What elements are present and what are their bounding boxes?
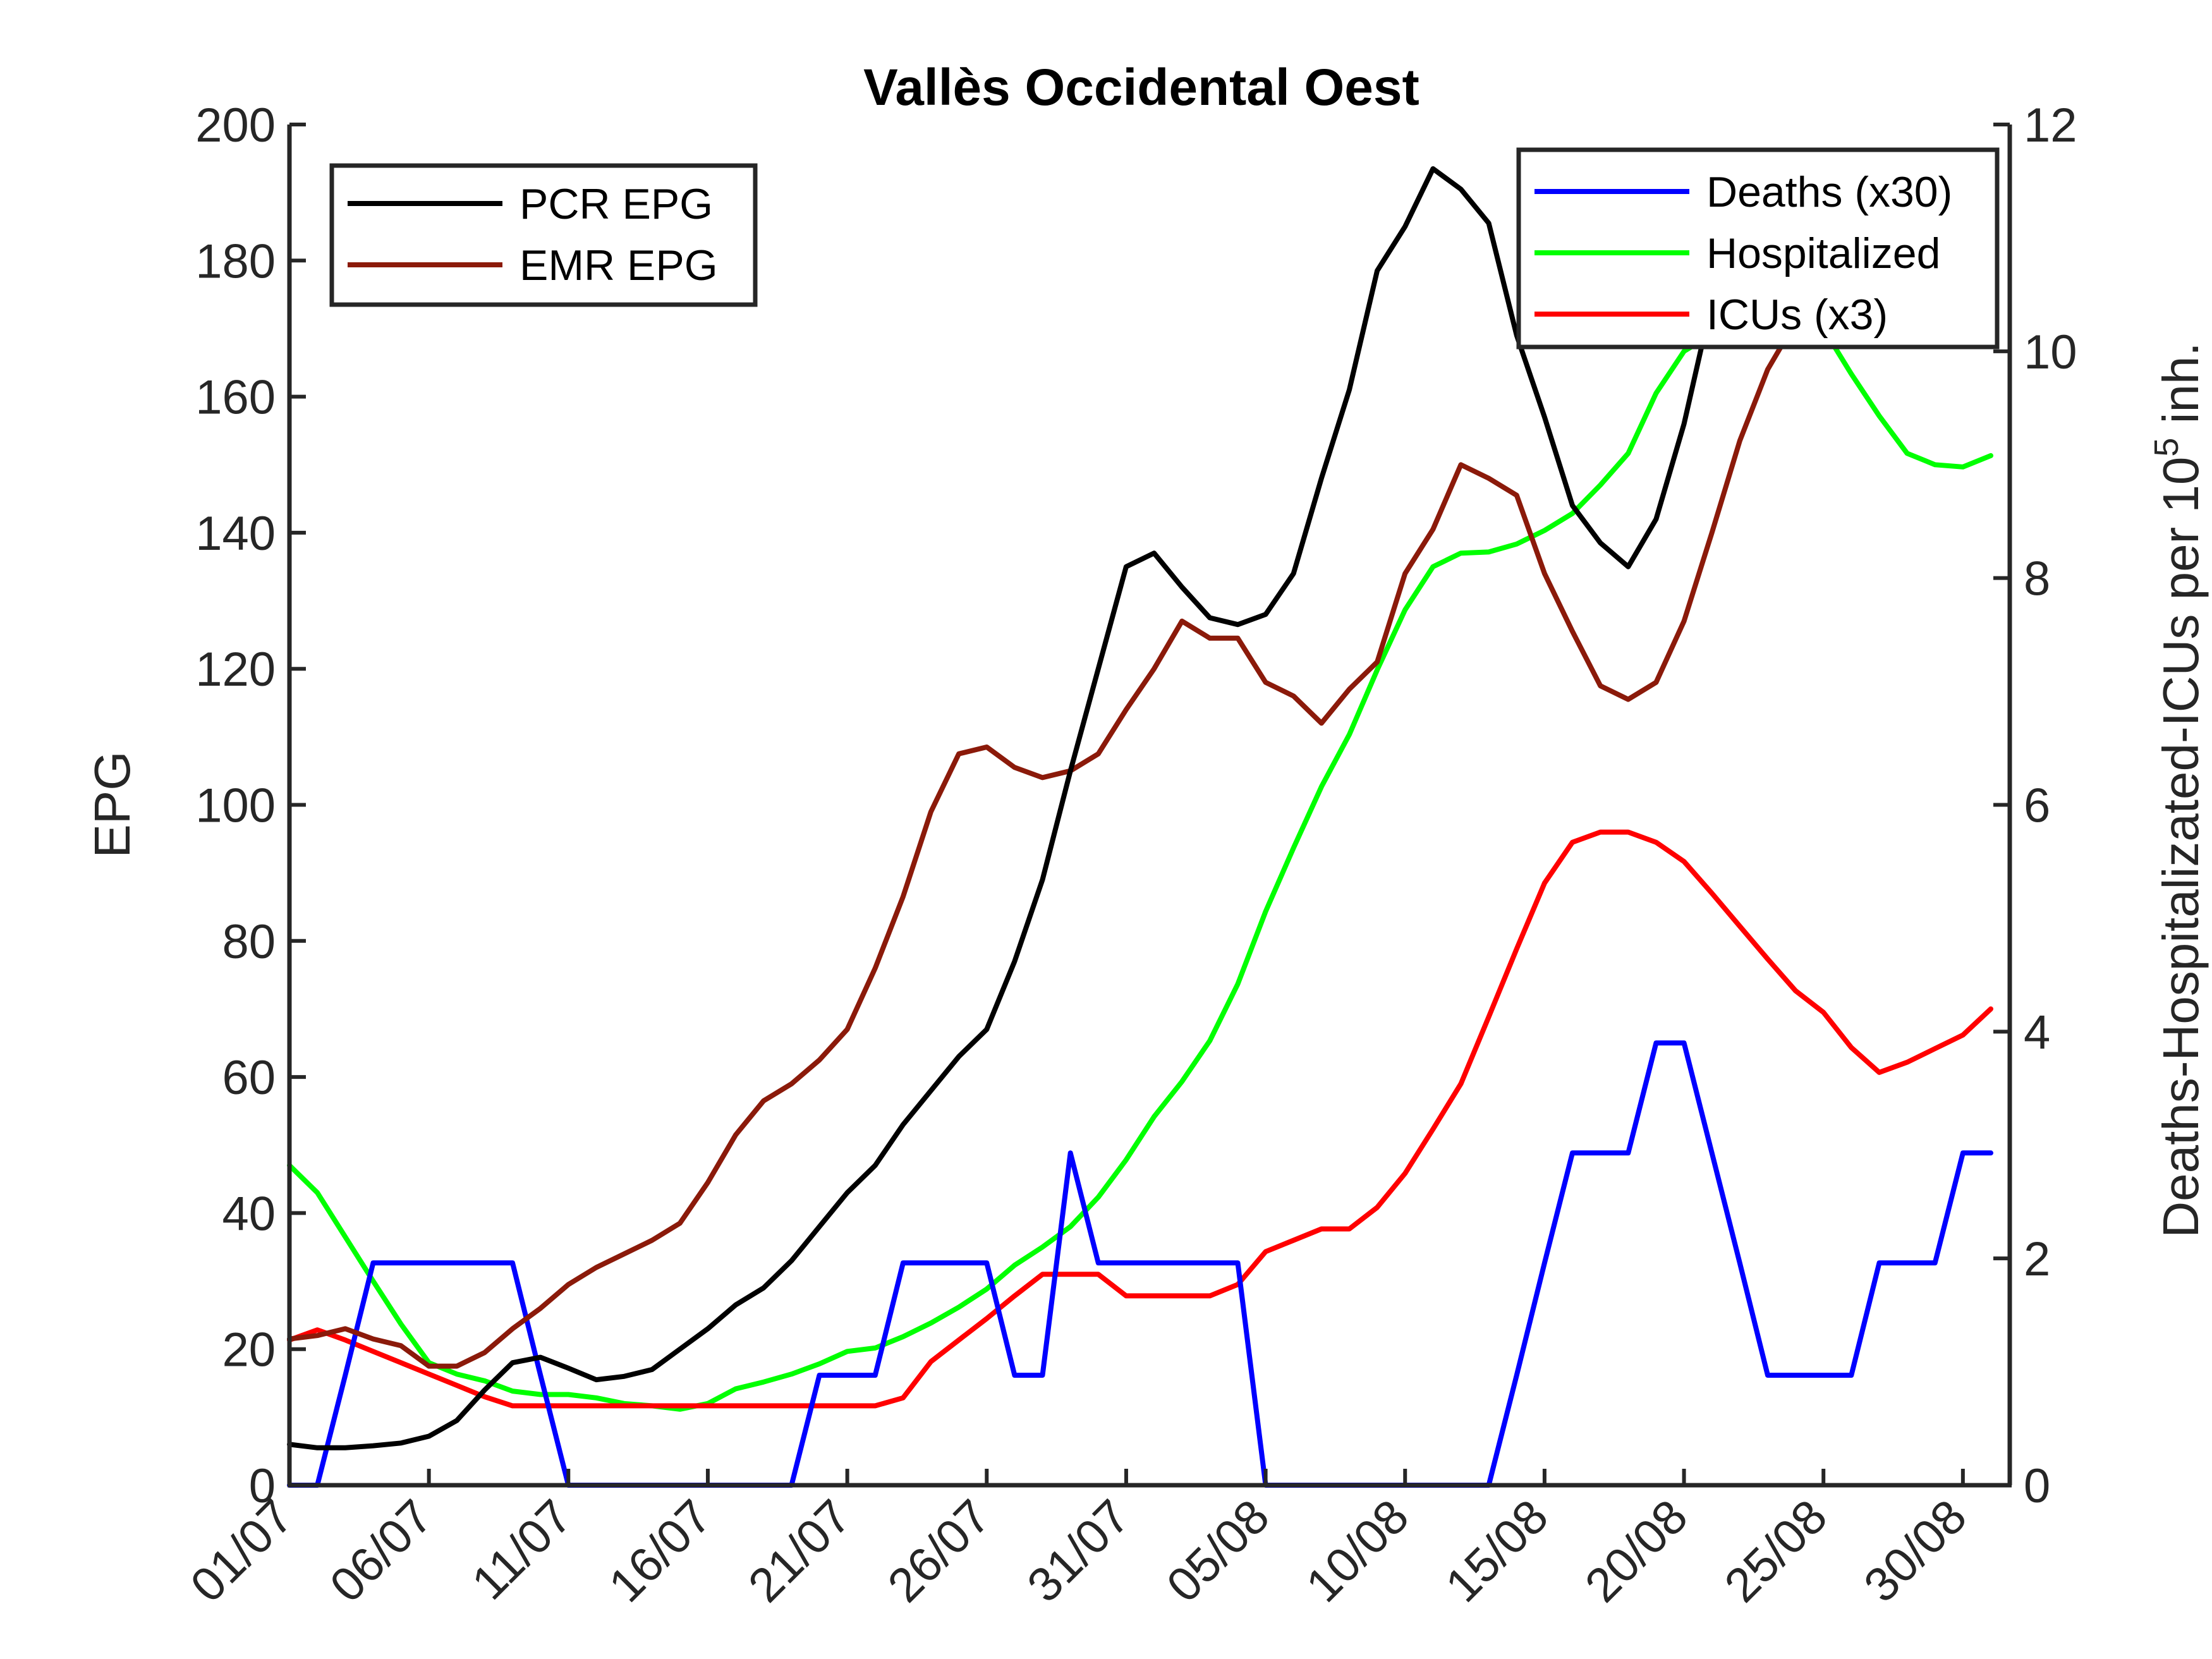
y2-tick-label: 12: [2024, 99, 2077, 152]
legend-label-deaths: Deaths (x30): [1706, 168, 1952, 216]
y-tick-label: 40: [222, 1187, 276, 1241]
y2-tick-label: 0: [2024, 1459, 2050, 1513]
y-tick-label: 160: [195, 371, 276, 425]
y-tick-label: 140: [195, 507, 276, 561]
y2-tick-label: 8: [2024, 552, 2050, 606]
legend-left-box: [329, 163, 758, 307]
chart-title: Vallès Occidental Oest: [863, 59, 1419, 116]
y2-tick-label: 10: [2024, 325, 2077, 379]
y2-axis-title: Deaths-Hospitalizated-ICUs per 105 inh.: [2148, 342, 2209, 1237]
y2-tick-label: 4: [2024, 1006, 2050, 1059]
y2-tick-label: 6: [2024, 779, 2050, 833]
series-line-icus-x3: [287, 829, 1993, 1409]
legend-left: PCR EPG EMR EPG: [329, 163, 758, 307]
y-tick-label: 0: [249, 1459, 276, 1513]
y2-axis-title-tail: inh.: [2153, 342, 2209, 437]
y-tick-label: 20: [222, 1323, 276, 1377]
legend-label-hospitalized: Hospitalized: [1706, 229, 1940, 277]
y-tick-label: 100: [195, 779, 276, 833]
legend-label-pcr-epg: PCR EPG: [520, 180, 713, 228]
y-tick-label: 180: [195, 234, 276, 288]
y2-tick-label: 2: [2024, 1232, 2050, 1286]
y-axis-title: EPG: [84, 751, 140, 858]
y2-axis-title-sup: 5: [2148, 438, 2185, 457]
legend-label-icus: ICUs (x3): [1706, 291, 1888, 339]
y-tick-label: 60: [222, 1051, 276, 1105]
legend-label-emr-epg: EMR EPG: [520, 241, 718, 289]
y2-axis-title-base: Deaths-Hospitalizated-ICUs per 10: [2153, 457, 2209, 1238]
y-tick-label: 120: [195, 643, 276, 696]
series-line-emr-epg: [287, 197, 1993, 1369]
y-tick-label: 200: [195, 99, 276, 152]
legend-right: Deaths (x30) Hospitalized ICUs (x3): [1516, 147, 2000, 349]
y-tick-label: 80: [222, 915, 276, 969]
